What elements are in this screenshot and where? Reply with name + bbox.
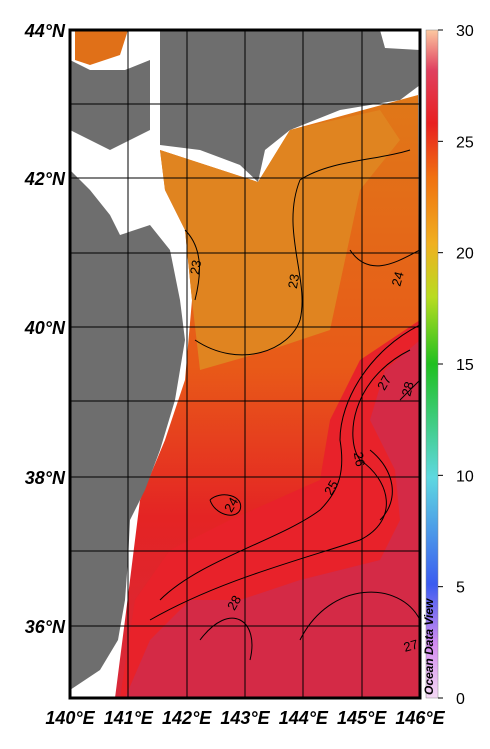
- contour-label: 24: [389, 270, 407, 288]
- lat-label: 40°N: [24, 318, 66, 338]
- colorbar-label: 20: [456, 246, 474, 263]
- lon-label: 143°E: [220, 708, 270, 728]
- contour-label: 26: [351, 451, 368, 468]
- lon-label: 144°E: [279, 708, 329, 728]
- colorbar-label: 5: [456, 580, 465, 597]
- lon-label: 140°E: [45, 708, 95, 728]
- colorbar-label: 10: [456, 468, 474, 485]
- contours: [149, 149, 420, 661]
- contour-label: 25: [321, 478, 341, 498]
- colorbar: [425, 29, 439, 699]
- map-frame: [68, 28, 422, 700]
- lon-label: 145°E: [337, 708, 387, 728]
- contour-label: 27: [402, 637, 420, 655]
- contour-label: 28: [399, 380, 417, 398]
- sea-patch: [75, 30, 128, 65]
- lat-label: 42°N: [24, 169, 66, 189]
- map-area: [70, 30, 420, 698]
- lon-label: 146°E: [395, 708, 445, 728]
- colorbar-label: 25: [456, 134, 474, 151]
- lat-label: 38°N: [25, 468, 66, 488]
- graticule: [70, 30, 420, 698]
- contour-label: 23: [187, 259, 204, 276]
- lat-label: 44°N: [24, 21, 66, 41]
- land: [160, 30, 420, 182]
- contour-label: 23: [285, 273, 302, 290]
- colorbar-label: 30: [456, 23, 474, 40]
- land: [70, 60, 150, 150]
- watermark: Ocean Data View: [422, 598, 436, 695]
- colorbar-label: 15: [456, 357, 474, 374]
- lon-label: 141°E: [104, 708, 154, 728]
- sea-warmest: [125, 340, 420, 698]
- contour-label: 24: [221, 495, 241, 515]
- contour-label: 27: [374, 373, 394, 393]
- sea-cool: [160, 110, 400, 370]
- contour-label: 28: [224, 593, 244, 613]
- lat-label: 36°N: [25, 617, 66, 637]
- lon-label: 142°E: [162, 708, 212, 728]
- colorbar-label: 0: [456, 691, 465, 708]
